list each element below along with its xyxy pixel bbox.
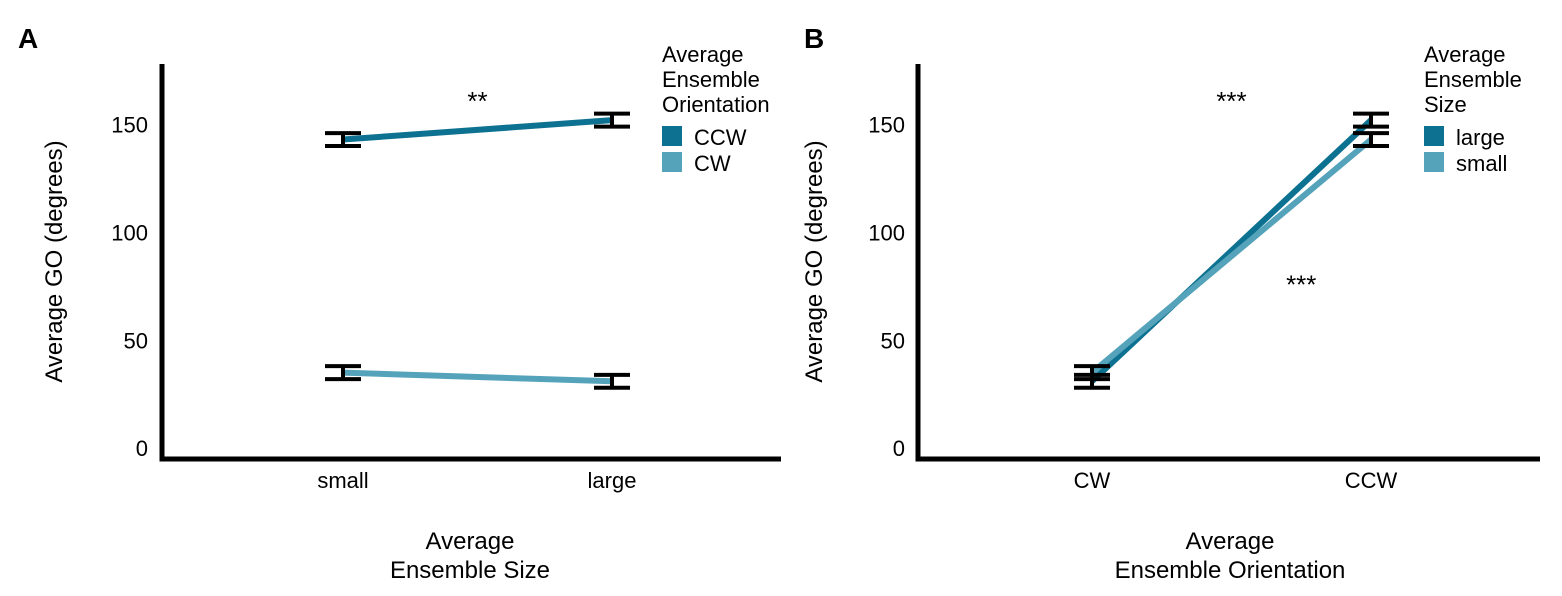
panel-letter: A <box>18 23 38 54</box>
y-tick-label: 150 <box>868 112 905 137</box>
y-tick-label: 100 <box>111 220 148 245</box>
x-axis-title: Average <box>1186 528 1275 555</box>
x-axis-title: Ensemble Size <box>390 557 550 584</box>
error-bar <box>1353 131 1389 149</box>
legend-title: Ensemble <box>1424 67 1522 92</box>
legend-title: Ensemble <box>662 67 760 92</box>
legend-title: Size <box>1424 92 1467 117</box>
series-line-ccw <box>342 117 613 143</box>
y-tick-label: 100 <box>868 220 905 245</box>
series-line-large <box>1089 117 1374 384</box>
panel-b: B 0 50 100 150 CW CCW Average GO (degrees) Avera… <box>801 23 1540 584</box>
legend-swatch <box>662 152 682 172</box>
y-tick-label: 150 <box>111 112 148 137</box>
legend-label: CCW <box>694 125 747 150</box>
error-bar <box>594 111 630 129</box>
panel-letter: B <box>804 23 824 54</box>
error-bar <box>1074 364 1110 382</box>
x-axis-title: Average <box>426 528 515 555</box>
legend-title: Orientation <box>662 92 770 117</box>
y-axis-title: Average GO (degrees) <box>41 140 68 382</box>
legend-title: Average <box>662 42 744 67</box>
legend-label: small <box>1456 151 1507 176</box>
y-tick-label: 50 <box>124 328 148 353</box>
y-axis-title: Average GO (degrees) <box>801 140 828 382</box>
legend-title: Average <box>1424 42 1506 67</box>
error-bar <box>594 372 630 390</box>
legend-label: large <box>1456 125 1505 150</box>
x-tick-label: CW <box>1074 468 1111 493</box>
series-line-small <box>1090 137 1373 375</box>
significance-marker: *** <box>1286 270 1316 300</box>
error-bar <box>1353 111 1389 129</box>
y-tick-label: 0 <box>893 436 905 461</box>
x-tick-label: large <box>588 468 637 493</box>
legend-label: CW <box>694 151 731 176</box>
error-bar <box>325 364 361 382</box>
legend-swatch <box>662 126 682 146</box>
x-axis-title: Ensemble Orientation <box>1115 557 1346 584</box>
series-line-cw <box>342 369 613 385</box>
error-bar <box>325 131 361 149</box>
x-tick-label: CCW <box>1345 468 1398 493</box>
y-tick-label: 0 <box>136 436 148 461</box>
x-tick-label: small <box>317 468 368 493</box>
significance-marker: ** <box>467 86 487 116</box>
y-tick-label: 50 <box>881 328 905 353</box>
legend-swatch <box>1424 126 1444 146</box>
significance-marker: *** <box>1216 86 1246 116</box>
legend-swatch <box>1424 152 1444 172</box>
panel-a: A 0 50 100 150 small large Average GO (degrees)… <box>18 23 781 584</box>
